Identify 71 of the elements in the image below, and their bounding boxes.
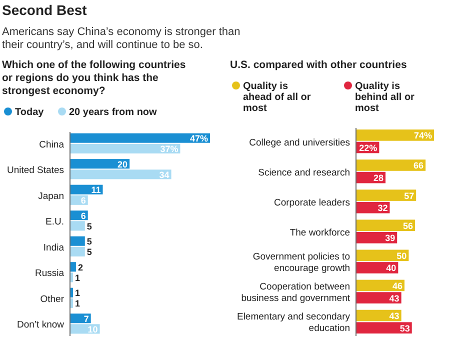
data-label: 34 [159,170,170,180]
bar [70,221,85,231]
data-label: 10 [88,324,98,334]
data-label: 46 [392,280,402,291]
y-tick-label: India [43,242,65,254]
bar [70,170,172,180]
legend-label: Today [15,107,44,118]
y-tick-label: United States [6,165,64,176]
data-label: 37% [160,144,178,154]
y-tick-label: Corporate leaders [274,197,350,208]
y-tick-label: Other [40,294,64,305]
bar [356,220,416,231]
bar [70,144,180,154]
data-label: 74% [414,130,432,141]
legend-label: 20 years from now [69,107,158,118]
bar [356,232,398,244]
y-tick-label: China [39,139,65,150]
data-label: 57 [404,190,414,201]
data-label: 20 [118,159,128,170]
data-label: 56 [403,220,414,231]
bar [356,322,412,334]
data-label: 2 [78,262,83,272]
y-tick-label: Russia [34,268,65,280]
legend-label: Quality is ahead of all or most [243,81,311,114]
bar [70,159,130,169]
data-label: 1 [74,288,80,298]
data-label: 66 [414,160,424,171]
bar [356,250,409,262]
legend-label: Quality is behind all or most [355,81,415,114]
bar [70,236,85,246]
bar [356,190,416,201]
y-tick-label: Cooperation between business and government [241,282,350,304]
chart-title: U.S. compared with other countries [230,59,407,71]
data-label: 53 [400,323,410,334]
data-label: 43 [389,293,400,304]
bar [70,262,76,272]
data-label: 1 [74,272,80,283]
bar [356,130,434,141]
y-tick-label: Elementary and secondary education [236,312,350,334]
data-label: 32 [378,203,388,214]
data-label: 6 [80,210,86,221]
bar [356,292,402,304]
text: Second Best [2,2,88,18]
data-label: 1 [74,298,80,309]
data-label: 40 [386,263,396,274]
data-label: 11 [91,185,101,196]
data-label: 39 [385,233,396,244]
bar [70,133,210,143]
bar [356,160,426,171]
data-label: 5 [86,221,92,232]
data-label: 47% [190,134,208,144]
chart-title: Which one of the following countries or regions do you think has the strongest economy? [2,59,186,97]
data-label: 7 [84,314,89,324]
y-tick-label: Science and research [258,167,350,178]
bar [356,262,398,274]
y-tick-label: College and universities [249,137,350,148]
data-label: 6 [80,196,86,206]
y-tick-label: Japan [38,190,64,202]
y-tick-label: The workforce [290,228,350,238]
data-label: 22% [359,142,378,153]
data-label: 5 [86,247,92,258]
bar [70,246,85,256]
data-label: 43 [389,311,400,322]
data-label: 50 [396,250,407,261]
y-tick-label: Don’t know [17,320,64,331]
data-label: 5 [86,236,92,247]
y-tick-label: E.U. [46,216,64,228]
bar [70,314,91,324]
text: Americans say China’s economy is stronger than their country’s, and will continue to be so. [2,26,240,51]
y-tick-label: Government policies to encourage growth [252,252,350,274]
data-label: 28 [374,173,384,184]
